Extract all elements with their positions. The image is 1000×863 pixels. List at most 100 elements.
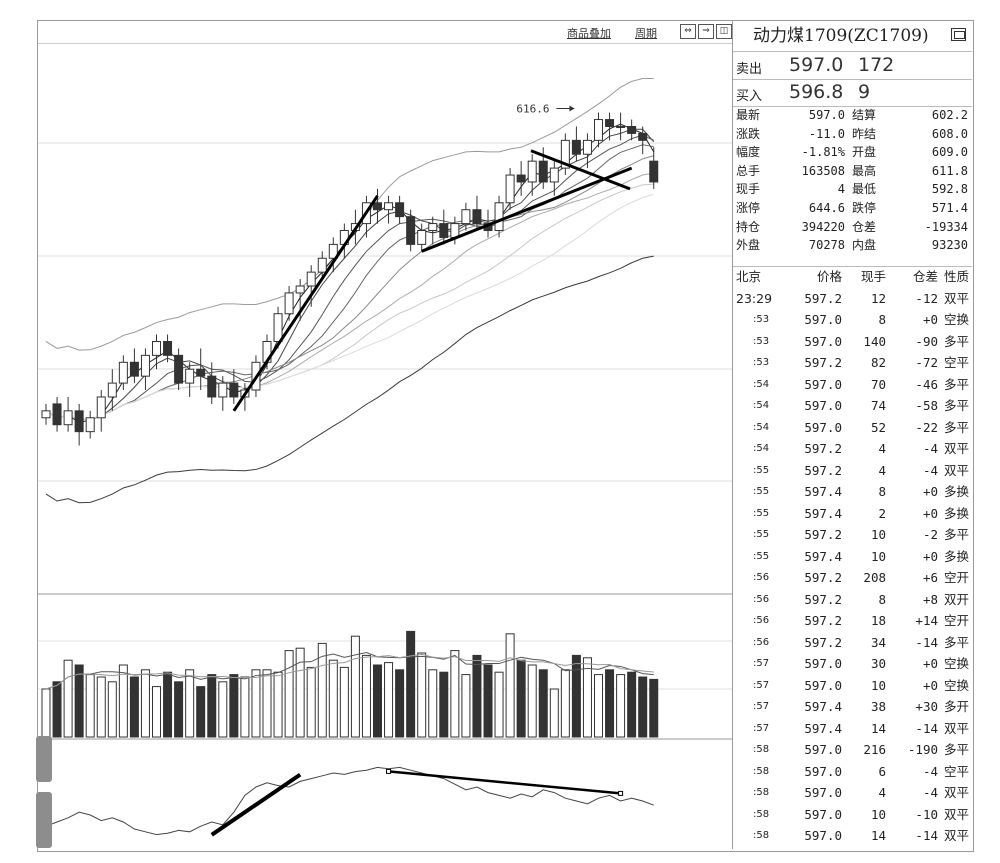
tick-nature: 空换 xyxy=(943,677,969,693)
tick-price: 597.0 xyxy=(804,419,842,435)
tick-row[interactable]: :58 597.0 216 -190 多平 xyxy=(733,739,972,761)
tick-oi-change: -22 xyxy=(915,419,938,435)
volume-ma-line xyxy=(45,653,654,690)
tick-row[interactable]: :57 597.0 10 +0 空换 xyxy=(733,675,972,697)
tick-row[interactable]: :54 597.0 70 -46 多平 xyxy=(733,374,972,396)
stat-label: 昨结 xyxy=(852,126,877,141)
tick-volume: 8 xyxy=(878,312,886,327)
tick-row[interactable]: :58 597.0 4 -4 双平 xyxy=(733,782,972,804)
tick-nature: 空开 xyxy=(943,570,969,585)
tick-row[interactable]: :54 597.0 74 -58 多平 xyxy=(733,395,972,417)
col-time: 北京 xyxy=(736,269,762,284)
quote-panel: 动力煤1709(ZC1709) 卖出 597.0 172 买入 596.8 9 … xyxy=(733,21,972,849)
tick-row[interactable]: :57 597.0 30 +0 空换 xyxy=(733,653,972,675)
tick-row[interactable]: :57 597.4 38 +30 多开 xyxy=(733,696,972,718)
period-link[interactable]: 周期 xyxy=(635,27,657,40)
tick-nature: 空换 xyxy=(943,656,969,671)
candle-down xyxy=(472,209,482,225)
stat-label: 外盘 xyxy=(736,238,761,253)
tick-volume: 6 xyxy=(878,763,886,779)
stat-value: -19334 xyxy=(924,219,968,234)
tick-row[interactable]: :56 597.2 34 -14 多平 xyxy=(733,632,972,654)
volume-bar-down xyxy=(538,669,548,738)
volume-bar-up xyxy=(428,669,438,738)
tick-price: 597.0 xyxy=(804,677,842,693)
tick-time: :58 xyxy=(753,808,770,820)
stat-label: 跌停 xyxy=(852,200,877,215)
stat-value: 597.0 xyxy=(808,108,845,122)
tick-time: :58 xyxy=(753,765,770,777)
volume-bar-down xyxy=(483,664,493,738)
panel-split-icon[interactable]: ◫ xyxy=(716,24,732,39)
tick-row[interactable]: :56 597.2 208 +6 空开 xyxy=(733,567,972,589)
volume-bar-up xyxy=(582,657,592,738)
candle-up xyxy=(85,417,95,433)
tick-volume: 74 xyxy=(870,398,886,413)
toolbar-icons: ⇔ ⇒ ◫ xyxy=(680,24,732,39)
tick-row[interactable]: :54 597.2 4 -4 双平 xyxy=(733,438,972,460)
arrow-left-right-icon[interactable]: ⇔ xyxy=(680,24,696,39)
candle-down xyxy=(52,403,62,426)
arrow-expand-icon[interactable]: ⇒ xyxy=(698,24,714,39)
tick-row[interactable]: :56 597.2 8 +8 双开 xyxy=(733,589,972,611)
tick-time: :56 xyxy=(753,615,770,626)
kline-chart[interactable]: 616.6 xyxy=(38,21,732,849)
kline-chart-area[interactable]: 616.6 商品叠加 周期 ⇔ ⇒ ◫ xyxy=(38,21,732,849)
side-tab-upper[interactable] xyxy=(36,736,52,782)
tick-row[interactable]: :53 597.2 82 -72 空平 xyxy=(733,352,972,374)
sell-row: 卖出 597.0 172 xyxy=(733,52,972,80)
tick-row[interactable]: :58 597.0 6 -4 空平 xyxy=(733,761,972,783)
tick-row[interactable]: :58 597.0 14 -14 双平 xyxy=(733,825,972,847)
candle-up xyxy=(41,410,51,419)
tick-time: :55 xyxy=(753,486,770,497)
candle-up xyxy=(505,174,515,204)
candle-down xyxy=(649,160,659,183)
volume-bar-up xyxy=(450,650,460,738)
tick-price: 597.2 xyxy=(804,462,842,478)
tick-row[interactable]: :58 597.0 10 -10 双平 xyxy=(733,804,972,826)
tick-row[interactable]: :54 597.0 52 -22 多平 xyxy=(733,417,972,439)
tick-price: 597.0 xyxy=(804,785,842,800)
tick-time: :53 xyxy=(753,357,770,368)
tick-price: 597.2 xyxy=(804,290,842,306)
tick-oi-change: -90 xyxy=(915,333,938,349)
candle-down xyxy=(638,132,648,141)
tick-price: 597.2 xyxy=(804,613,842,628)
tick-oi-change: +0 xyxy=(922,548,938,564)
tick-volume: 34 xyxy=(870,634,886,650)
side-tab-lower[interactable] xyxy=(36,792,52,848)
tick-oi-change: +0 xyxy=(922,677,938,693)
volume-bar-down xyxy=(129,676,139,738)
tick-row[interactable]: :56 597.2 18 +14 空开 xyxy=(733,610,972,632)
tick-volume: 12 xyxy=(870,290,886,306)
buy-price: 596.8 xyxy=(789,81,844,103)
candle-down xyxy=(163,340,173,356)
col-oi-change: 仓差 xyxy=(912,269,938,284)
tick-row[interactable]: :53 597.0 8 +0 空换 xyxy=(733,309,972,331)
tick-row[interactable]: :55 597.4 10 +0 多换 xyxy=(733,546,972,568)
tick-row[interactable]: :55 597.2 4 -4 双平 xyxy=(733,460,972,482)
stat-value: 611.8 xyxy=(931,163,968,178)
volume-bar-up xyxy=(295,647,305,738)
tick-time: :57 xyxy=(753,722,770,734)
tick-row[interactable]: 23:29 597.2 12 -12 双平 xyxy=(733,288,972,310)
tick-nature: 空换 xyxy=(943,312,969,327)
candle-up xyxy=(594,119,603,141)
volume-bar-down xyxy=(163,671,173,738)
tick-row[interactable]: :55 597.4 2 +0 多换 xyxy=(733,503,972,525)
upper-band-line xyxy=(45,78,654,351)
tick-row[interactable]: :57 597.4 14 -14 双平 xyxy=(733,718,972,740)
tick-row[interactable]: :53 597.0 140 -90 多平 xyxy=(733,331,972,353)
tick-row[interactable]: :55 597.4 8 +0 多换 xyxy=(733,481,972,503)
tick-price: 597.0 xyxy=(804,333,842,349)
candle-up xyxy=(616,125,626,128)
window-maximize-icon[interactable] xyxy=(951,28,966,41)
tick-price: 597.0 xyxy=(804,806,842,822)
candle-up xyxy=(306,271,316,287)
candle-down xyxy=(174,354,184,384)
tick-time: :55 xyxy=(753,507,770,519)
volume-bar-down xyxy=(571,654,581,738)
tick-row[interactable]: :55 597.2 10 -2 多平 xyxy=(733,524,972,546)
stat-row: 总手 163508 最高 611.8 xyxy=(733,162,972,181)
overlay-link[interactable]: 商品叠加 xyxy=(567,27,611,40)
